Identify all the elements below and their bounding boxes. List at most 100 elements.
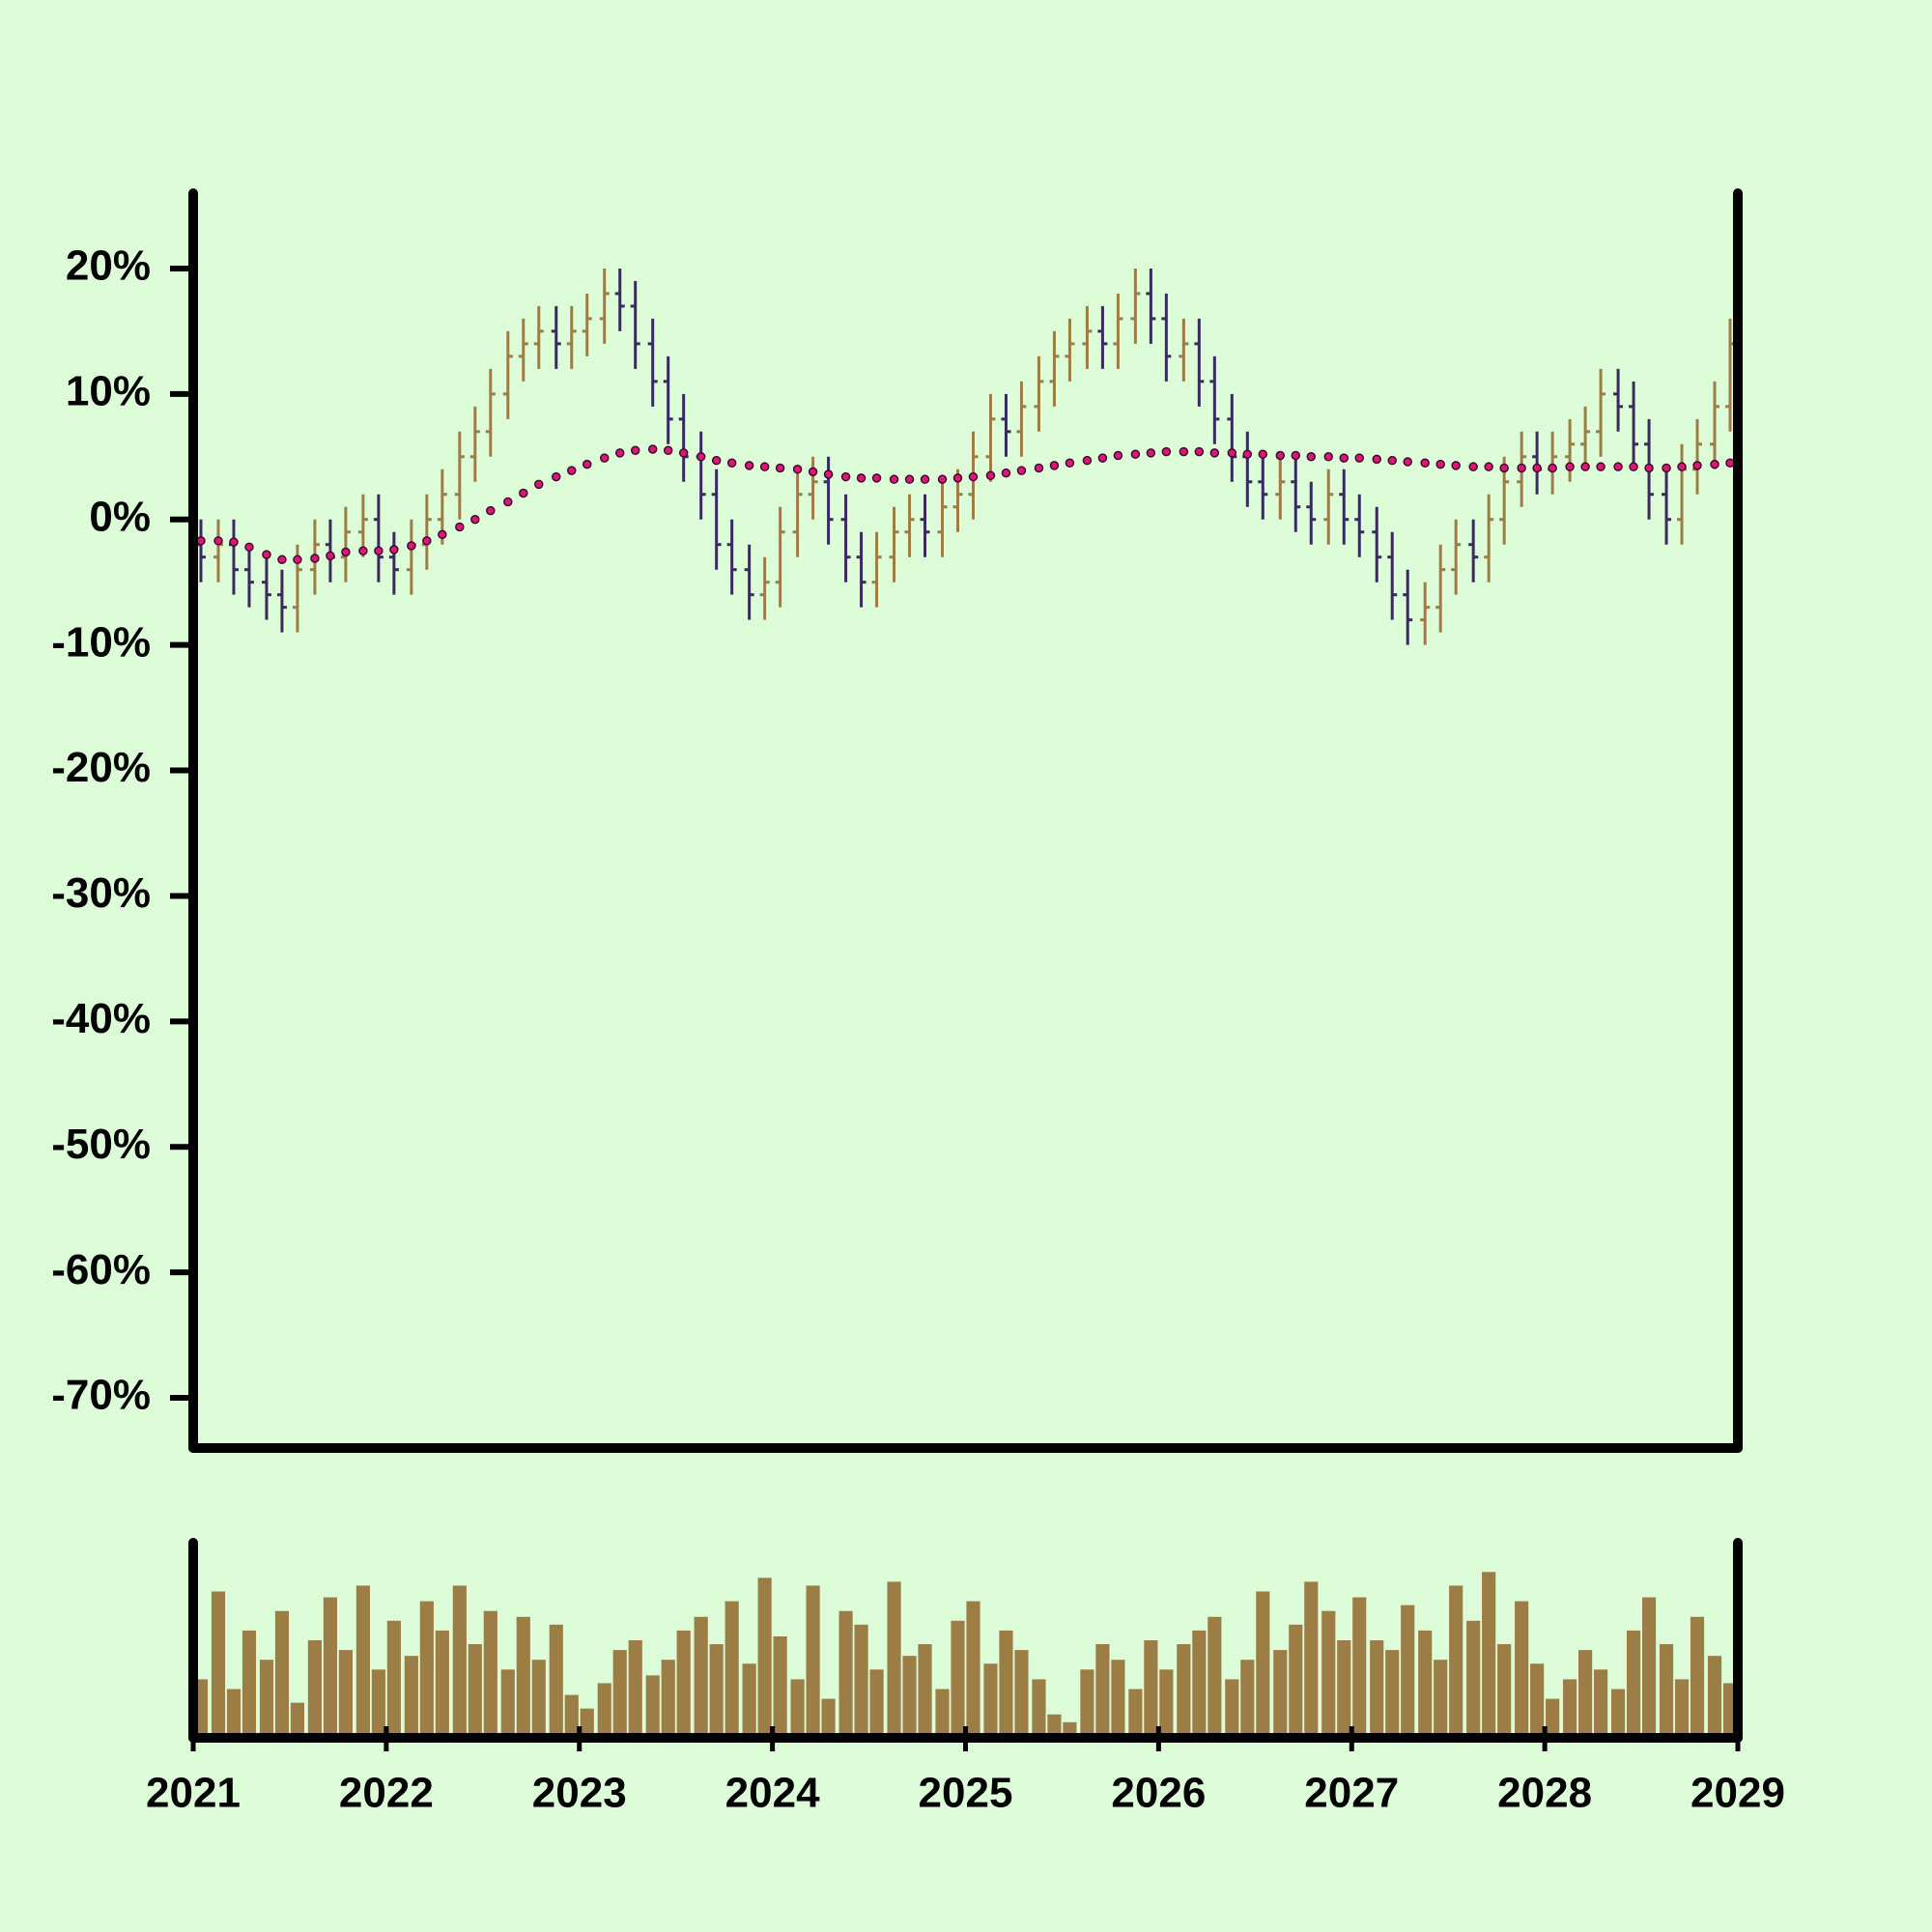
volume-bar <box>1707 1656 1722 1738</box>
volume-bar <box>1530 1663 1545 1738</box>
volume-bar <box>1240 1660 1255 1738</box>
ma-dot <box>952 473 963 483</box>
volume-bar <box>661 1660 675 1738</box>
volume-bar <box>1594 1669 1608 1738</box>
y-tick-label: 10% <box>66 367 151 414</box>
volume-bar <box>1208 1616 1222 1738</box>
ma-dot <box>389 545 399 554</box>
ma-dot <box>1596 462 1605 471</box>
volume-bar <box>1128 1689 1143 1738</box>
ma-dot <box>823 469 834 479</box>
volume-bar <box>1626 1630 1641 1738</box>
x-tick-label: 2027 <box>1304 1770 1399 1817</box>
ma-dot <box>374 546 384 555</box>
ma-dot <box>856 473 867 483</box>
ma-dot <box>1435 459 1445 469</box>
volume-bar <box>806 1585 820 1738</box>
x-tick-label: 2026 <box>1111 1770 1206 1817</box>
ma-dot <box>1306 452 1317 462</box>
ma-dot <box>1629 462 1638 471</box>
ma-dot <box>630 445 640 456</box>
volume-bar <box>1111 1660 1125 1738</box>
volume-bar <box>1014 1650 1029 1738</box>
ma-dot <box>229 537 239 547</box>
ma-dot <box>1113 450 1123 461</box>
ma-dot <box>1710 459 1719 469</box>
volume-bar <box>1289 1624 1303 1738</box>
ma-dot <box>759 462 770 471</box>
ma-dot <box>1613 462 1623 471</box>
volume-bar <box>1304 1581 1319 1738</box>
ma-dot <box>696 452 706 462</box>
volume-bar <box>1032 1679 1046 1738</box>
ma-dot <box>1580 462 1590 471</box>
volume-bar <box>500 1669 515 1738</box>
ma-dot <box>1146 448 1156 458</box>
ma-dot <box>792 465 803 474</box>
volume-bar <box>1352 1597 1367 1738</box>
volume-bar <box>1321 1610 1336 1738</box>
x-tick-label: 2024 <box>725 1770 820 1817</box>
ma-dot <box>567 466 577 475</box>
ma-dot <box>244 542 254 553</box>
volume-bar <box>1578 1650 1593 1738</box>
volume-bar <box>1641 1597 1657 1738</box>
volume-bar <box>902 1656 917 1738</box>
ma-dot <box>1034 463 1044 473</box>
volume-bar <box>742 1663 756 1738</box>
ma-dot <box>1209 448 1220 458</box>
volume-bar <box>694 1616 708 1738</box>
volume-bar <box>211 1591 226 1738</box>
ma-dot <box>470 514 480 525</box>
volume-bar <box>323 1597 337 1738</box>
ma-dot <box>1242 449 1253 459</box>
ma-dot <box>582 459 592 469</box>
volume-bar <box>1370 1640 1384 1738</box>
volume-bar <box>1690 1616 1705 1738</box>
ma-dot <box>968 471 979 482</box>
volume-bar <box>1256 1591 1270 1738</box>
ma-dot <box>1468 462 1478 471</box>
volume-bar <box>838 1610 853 1738</box>
ma-dot <box>663 445 673 456</box>
volume-bar <box>1466 1620 1481 1738</box>
volume-bar <box>1192 1630 1207 1738</box>
volume-bar <box>1337 1640 1351 1738</box>
volume-bar <box>1497 1644 1512 1738</box>
ma-dot <box>552 471 561 482</box>
ma-dot <box>358 546 368 555</box>
volume-bar <box>773 1635 787 1738</box>
volume-bar <box>1434 1660 1448 1738</box>
ma-dot <box>840 471 851 482</box>
volume-bar <box>628 1640 642 1738</box>
ma-dot <box>1258 449 1268 459</box>
ma-dot <box>1354 453 1364 463</box>
ma-dot <box>599 453 610 463</box>
y-tick-label: -10% <box>51 618 151 666</box>
x-tick-label: 2022 <box>339 1770 434 1817</box>
ma-dot <box>1179 446 1189 457</box>
ma-dot <box>775 463 785 473</box>
ma-dot <box>1001 468 1011 478</box>
volume-bar <box>1047 1714 1062 1738</box>
volume-bar <box>580 1708 594 1738</box>
ma-dot <box>1517 463 1526 473</box>
ma-dot <box>277 554 287 565</box>
ma-dot <box>503 497 513 507</box>
volume-bar <box>531 1660 546 1738</box>
ma-dot <box>326 551 335 561</box>
volume-bar <box>1546 1698 1560 1738</box>
ma-dot <box>1499 463 1509 473</box>
y-tick-label: -30% <box>51 869 151 917</box>
ma-dot <box>744 461 754 470</box>
ma-dot <box>1387 455 1397 466</box>
ma-dot <box>196 536 206 546</box>
volume-bar <box>1159 1669 1174 1738</box>
ma-dot <box>1097 453 1108 463</box>
y-tick-label: -40% <box>51 995 151 1042</box>
ma-dot <box>534 479 544 490</box>
volume-bar <box>371 1669 385 1738</box>
volume-bar <box>869 1669 884 1738</box>
ma-dot <box>614 448 625 458</box>
volume-bar <box>355 1585 370 1738</box>
